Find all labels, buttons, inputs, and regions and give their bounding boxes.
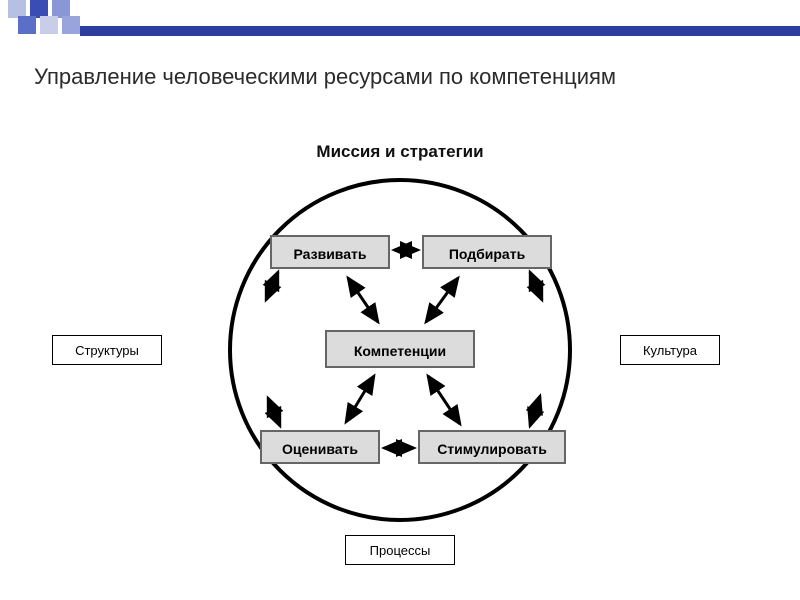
- node-competencies: Компетенции: [325, 330, 475, 368]
- node-assess: Оценивать: [260, 430, 380, 464]
- slide-decoration: [0, 0, 800, 36]
- node-culture: Культура: [620, 335, 720, 365]
- node-structures: Структуры: [52, 335, 162, 365]
- node-stimulate: Стимулировать: [418, 430, 566, 464]
- diagram-title: Миссия и стратегии: [90, 142, 710, 162]
- competency-diagram: Миссия и стратегии Компетенции Развивать…: [90, 140, 710, 560]
- node-processes: Процессы: [345, 535, 455, 565]
- node-select: Подбирать: [422, 235, 552, 269]
- page-title: Управление человеческими ресурсами по ко…: [34, 64, 616, 90]
- node-develop: Развивать: [270, 235, 390, 269]
